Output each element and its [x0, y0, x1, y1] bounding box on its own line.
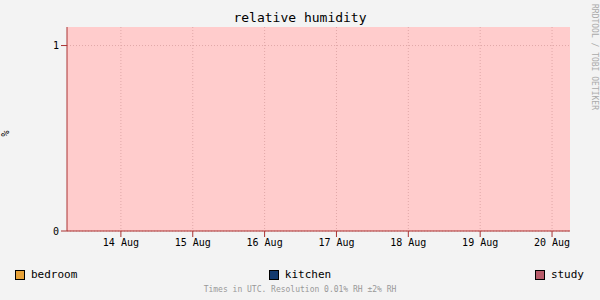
html-text:study: study — [550, 268, 584, 281]
svg-text:1: 1 — [53, 40, 59, 51]
svg-text:20 Aug: 20 Aug — [534, 237, 570, 248]
html-text:kitchen: kitchen — [284, 268, 332, 281]
svg-text:17 Aug: 17 Aug — [318, 237, 354, 248]
svg-text:16 Aug: 16 Aug — [247, 237, 283, 248]
svg-text:0: 0 — [53, 226, 59, 237]
html-text:bedroom: bedroom — [31, 268, 78, 281]
svg-text:19 Aug: 19 Aug — [462, 237, 498, 248]
html-text:Times in UTC. Resolution 0.01%: Times in UTC. Resolution 0.01% RH ±2% RH — [203, 285, 397, 294]
html-text:RRDTOOL / TOBI OETIKER: RRDTOOL / TOBI OETIKER — [590, 4, 599, 110]
html-text:relative humidity: relative humidity — [233, 10, 367, 25]
svg-text:15 Aug: 15 Aug — [175, 237, 211, 248]
svg-text:14 Aug: 14 Aug — [103, 237, 139, 248]
svg-text:18 Aug: 18 Aug — [390, 237, 426, 248]
